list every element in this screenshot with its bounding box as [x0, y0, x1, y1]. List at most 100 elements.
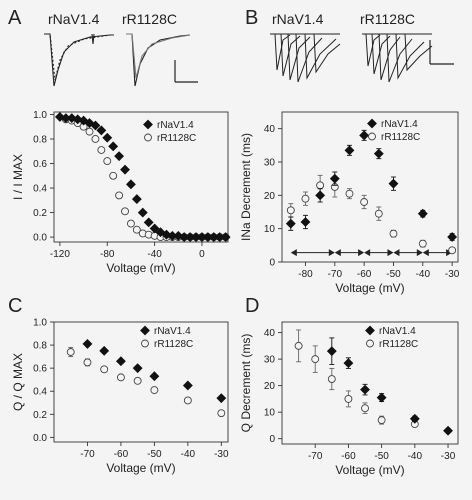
chart-a-point	[155, 227, 166, 238]
chart-d-ytick-label: 40	[264, 328, 276, 339]
chart-a-xlabel: Voltage (mV)	[106, 261, 175, 275]
trace-label-b-wt: rNaV1.4	[272, 11, 324, 27]
chart-a-point	[220, 232, 231, 243]
chart-a-legend-marker	[144, 133, 152, 142]
chart-b-point	[447, 232, 458, 242]
chart-d-xtick-label: -60	[341, 451, 356, 462]
chart-d-xlabel: Voltage (mV)	[335, 463, 404, 477]
chart-b-legend-label: rR1128C	[381, 132, 420, 143]
chart-c-xlabel: Voltage (mV)	[106, 461, 175, 475]
chart-panel-d: -70 -60 -50 -40 -30 0 10 20 30 40 Voltage (mV) Q De…	[239, 321, 459, 477]
chart-a-point	[108, 141, 119, 152]
chart-a-ytick-label: 0.8	[33, 134, 47, 145]
chart-d-point	[377, 416, 386, 425]
chart-a-point	[96, 125, 107, 136]
chart-d-xtick-label: -50	[374, 451, 389, 462]
chart-c-point	[217, 409, 226, 418]
chart-d-ytick-label: 10	[264, 408, 276, 419]
chart-b-arrow-left	[364, 249, 371, 257]
chart-c-legend-label: rNaV1.4	[154, 326, 191, 337]
chart-c-legend-marker	[140, 325, 150, 336]
chart-c-point	[216, 393, 227, 404]
chart-d-legend-label: rR1128C	[379, 339, 418, 350]
chart-c-point	[115, 356, 126, 367]
chart-a-point	[173, 230, 184, 241]
chart-c-point	[132, 363, 143, 374]
chart-b-point	[448, 246, 457, 255]
chart-d-ytick-label: 30	[264, 355, 276, 366]
chart-b-point	[359, 130, 370, 141]
chart-c-series-wt	[82, 338, 227, 404]
chart-c-point	[183, 396, 192, 405]
chart-b-ytick-label: 0	[269, 258, 275, 269]
trace-inset-a-wt	[44, 33, 114, 87]
chart-d-point	[361, 404, 369, 413]
chart-b-point	[301, 194, 310, 203]
chart-a-ytick-label: 0.0	[33, 233, 47, 244]
chart-c-ytick-label: 0.2	[33, 410, 47, 421]
chart-d-point	[343, 358, 354, 369]
panel-letter-d: D	[245, 295, 259, 317]
chart-a-point	[126, 219, 135, 228]
chart-d-point	[344, 394, 353, 403]
chart-b-arrow-right	[358, 249, 365, 257]
chart-d-legend-marker	[366, 339, 374, 348]
panel-letter-c: C	[8, 295, 22, 317]
chart-a-ytick-label: 0.2	[33, 208, 47, 219]
chart-a-point	[131, 194, 142, 204]
chart-c-point	[66, 348, 75, 356]
chart-a-xtick-label: -40	[147, 249, 162, 260]
chart-panel-b: -80 -70 -60 -50 -40 -30 0 10 20 30 40 Voltage (mV) I…	[239, 111, 460, 295]
chart-b-xtick-label: -50	[386, 269, 401, 280]
chart-b-xlabel: Voltage (mV)	[335, 281, 404, 295]
chart-b-xtick-label: -30	[445, 269, 460, 280]
chart-a-point	[109, 171, 118, 180]
chart-a-point	[149, 223, 160, 234]
trace-inset-b-mut	[362, 33, 433, 83]
chart-c-point	[182, 380, 193, 391]
chart-c-xtick-label: -40	[181, 449, 196, 460]
chart-a-legend-label: rNaV1.4	[157, 120, 194, 131]
chart-a-point	[78, 115, 89, 126]
chart-b-arrow-right	[328, 249, 335, 257]
chart-c-legend-marker	[141, 339, 149, 348]
chart-d-frame	[281, 321, 459, 445]
chart-a-legend-marker	[143, 119, 153, 130]
chart-c-xtick-label: -50	[147, 449, 162, 460]
chart-a-point	[126, 179, 136, 190]
chart-d-point	[327, 375, 336, 383]
chart-b-point	[300, 217, 311, 227]
chart-a-point	[143, 217, 154, 228]
chart-d-point	[311, 355, 320, 364]
chart-d-xtick-label: -30	[441, 451, 456, 462]
chart-d-xtick-label: -70	[308, 451, 323, 462]
chart-d-point	[294, 341, 303, 350]
chart-d-legend-label: rNaV1.4	[379, 326, 416, 337]
trace-label-a-wt: rNaV1.4	[48, 11, 100, 27]
chart-panel-c: -70 -60 -50 -40 -30 0.0 0.2 0.4 0.6 0.8 1.0 Voltage…	[11, 318, 229, 476]
chart-d-point	[326, 346, 337, 357]
chart-c-frame	[53, 321, 229, 443]
chart-a-ytick-label: 0.6	[33, 159, 47, 170]
chart-d-point	[443, 425, 453, 436]
chart-a-xtick-label: -120	[50, 249, 70, 260]
panel-letter-a: A	[8, 7, 22, 29]
chart-b-xtick-label: -80	[298, 269, 313, 280]
chart-b-legend-marker	[367, 118, 377, 129]
chart-a-frame	[53, 111, 229, 243]
chart-d-xtick-label: -40	[408, 451, 423, 462]
chart-b-point	[374, 209, 383, 218]
chart-b-xtick-label: -60	[357, 269, 372, 280]
chart-c-xtick-label: -30	[214, 449, 229, 460]
chart-a-point	[161, 229, 172, 240]
chart-b-point	[315, 190, 326, 201]
panel-letter-b: B	[245, 7, 258, 29]
scale-bar-a	[174, 60, 198, 83]
chart-c-point	[116, 373, 125, 382]
chart-b-point	[286, 206, 295, 215]
chart-c-ytick-label: 1.0	[33, 318, 47, 329]
chart-b-ytick-label: 30	[264, 158, 276, 169]
chart-c-xtick-label: -70	[80, 449, 95, 460]
chart-c-legend-label: rR1128C	[154, 339, 193, 350]
